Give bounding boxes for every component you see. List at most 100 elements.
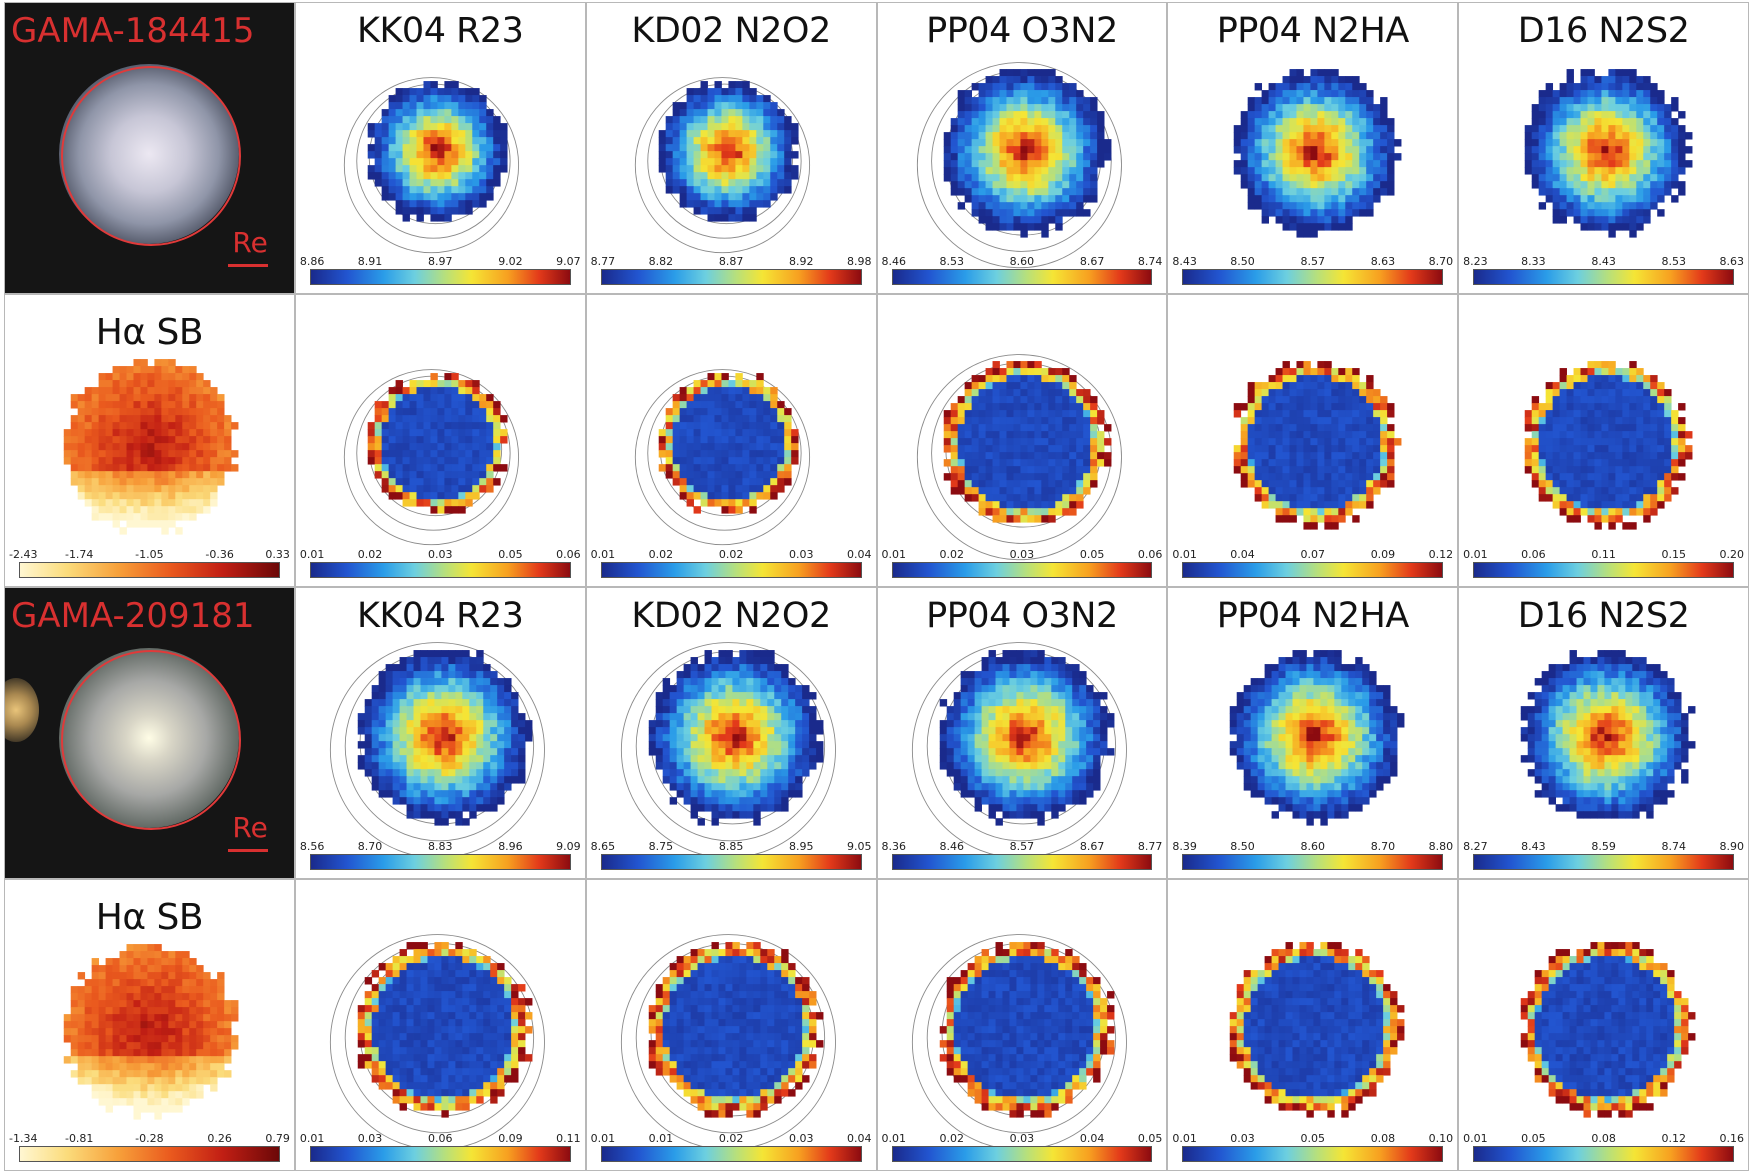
- map-pixel: [1289, 167, 1298, 175]
- map-pixel: [735, 151, 743, 159]
- map-pixel: [1594, 195, 1602, 203]
- map-pixel: [1636, 424, 1644, 432]
- map-pixel: [472, 102, 480, 110]
- map-pixel: [98, 457, 106, 465]
- map-pixel: [1566, 202, 1575, 210]
- map-pixel: [1531, 104, 1540, 112]
- spatial-map: [343, 77, 519, 254]
- map-pixel: [517, 733, 526, 742]
- ha-sb-panel: Hα SB -2.43 -1.74 -1.05 -0.36 0.33: [4, 294, 295, 587]
- map-pixel: [762, 158, 771, 166]
- map-pixel: [1054, 160, 1063, 168]
- map-pixel: [746, 670, 754, 678]
- map-pixel: [210, 443, 218, 451]
- map-pixel: [735, 506, 743, 514]
- map-pixel: [1282, 508, 1291, 516]
- map-pixel: [1678, 160, 1686, 168]
- map-pixel: [1275, 216, 1284, 224]
- map-pixel: [1268, 167, 1277, 175]
- map-pixel: [444, 499, 452, 507]
- map-pixel: [465, 88, 473, 96]
- map-pixel: [476, 796, 484, 805]
- map-pixel: [978, 389, 986, 397]
- map-pixel: [486, 443, 494, 451]
- map-pixel: [381, 165, 389, 173]
- map-pixel: [140, 387, 148, 395]
- map-pixel: [196, 422, 204, 430]
- map-pixel: [1310, 480, 1319, 488]
- map-pixel: [1303, 445, 1312, 453]
- map-pixel: [672, 116, 680, 124]
- map-pixel: [1538, 181, 1547, 189]
- map-pixel: [1345, 382, 1353, 390]
- map-pixel: [1282, 125, 1291, 133]
- map-pixel: [1594, 424, 1602, 432]
- map-pixel: [112, 485, 120, 493]
- map-pixel: [1254, 188, 1263, 196]
- map-pixel: [1275, 153, 1284, 161]
- map-pixel: [1324, 508, 1333, 516]
- map-pixel: [704, 656, 712, 664]
- map-pixel: [1310, 508, 1319, 516]
- map-pixel: [1005, 459, 1014, 467]
- map-pixel: [497, 796, 505, 805]
- map-pixel: [486, 193, 494, 201]
- map-pixel: [437, 165, 445, 173]
- map-pixel: [783, 443, 792, 451]
- map-pixel: [1310, 494, 1319, 502]
- map-pixel: [749, 137, 757, 145]
- map-pixel: [416, 158, 424, 166]
- map-pixel: [420, 691, 428, 699]
- map-pixel: [728, 429, 736, 437]
- map-pixel: [755, 200, 764, 208]
- map-pixel: [749, 179, 757, 187]
- map-pixel: [742, 200, 750, 208]
- map-pixel: [486, 450, 494, 458]
- map-pixel: [742, 408, 750, 416]
- map-pixel: [430, 464, 438, 472]
- map-pixel: [1275, 473, 1284, 481]
- map-pixel: [950, 181, 958, 189]
- map-pixel: [1047, 146, 1056, 154]
- map-pixel: [1608, 125, 1616, 133]
- map-pixel: [182, 443, 190, 451]
- map-pixel: [409, 123, 417, 131]
- map-pixel: [1047, 368, 1056, 376]
- map-pixel: [1075, 501, 1084, 509]
- map-pixel: [1657, 181, 1665, 189]
- map-pixel: [950, 153, 958, 161]
- map-pixel: [1282, 396, 1291, 404]
- map-pixel: [1573, 195, 1582, 203]
- map-pixel: [413, 726, 421, 735]
- colorbar-tick-labels: 8.43 8.50 8.57 8.63 8.70: [1172, 255, 1453, 269]
- map-pixel: [707, 172, 715, 180]
- map-pixel: [978, 174, 986, 182]
- map-pixel: [1552, 125, 1561, 133]
- map-pixel: [1387, 466, 1395, 474]
- map-pixel: [992, 139, 1000, 147]
- map-pixel: [1352, 111, 1360, 119]
- map-pixel: [437, 422, 445, 430]
- map-pixel: [1373, 188, 1381, 196]
- map-pixel: [1303, 487, 1312, 495]
- map-pixel: [971, 431, 979, 439]
- map-pixel: [388, 422, 396, 430]
- map-pixel: [1587, 480, 1596, 488]
- map-pixel: [1366, 125, 1374, 133]
- map-pixel: [1559, 97, 1568, 105]
- map-pixel: [1664, 410, 1672, 418]
- map-pixel: [420, 684, 428, 692]
- map-pixel: [1629, 188, 1637, 196]
- map-pixel: [413, 733, 421, 742]
- map-pixel: [783, 116, 792, 124]
- map-pixel: [1310, 223, 1319, 231]
- map-pixel: [693, 130, 701, 138]
- map-pixel: [434, 726, 442, 735]
- map-pixel: [707, 415, 715, 423]
- map-pixel: [721, 214, 729, 222]
- map-pixel: [147, 450, 155, 458]
- map-pixel: [406, 726, 414, 735]
- map-pixel: [1678, 417, 1686, 425]
- map-pixel: [1352, 431, 1360, 439]
- map-pixel: [1310, 473, 1319, 481]
